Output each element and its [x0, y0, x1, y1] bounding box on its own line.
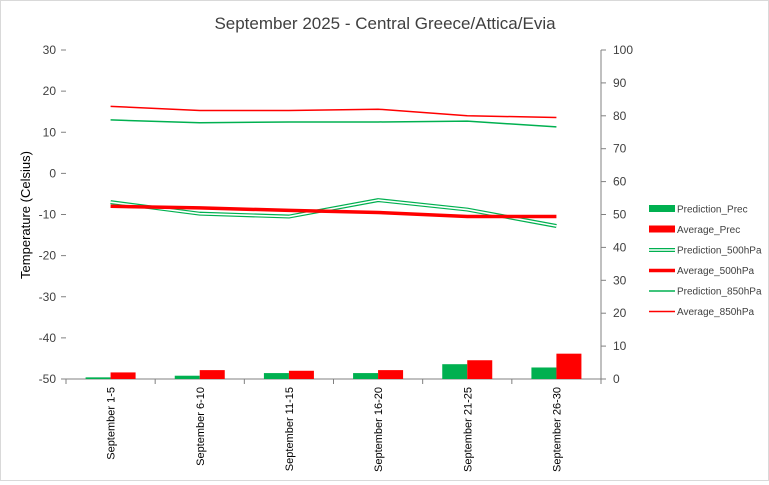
precipitation-bars [85, 353, 582, 379]
y2-tick-label: 70 [613, 142, 627, 156]
y2-tick-label: 90 [613, 76, 627, 90]
y2-tick-label: 100 [613, 43, 633, 57]
y-tick-label: 0 [49, 166, 56, 180]
bar-average-prec [288, 370, 314, 379]
y2-tick-label: 30 [613, 273, 627, 287]
legend-label: Prediction_850hPa [677, 287, 762, 298]
y-axis-title: Temperature (Celsius) [18, 151, 33, 279]
bar-average-prec [199, 370, 225, 379]
y-tick-label: -30 [39, 290, 57, 304]
y2-tick-label: 0 [613, 372, 620, 386]
chart-title: September 2025 - Central Greece/Attica/E… [214, 14, 556, 33]
line-prediction-500hpa-inner [110, 199, 557, 227]
x-category-label: September 21-25 [462, 387, 474, 472]
legend-key-prediction-prec [649, 205, 675, 212]
y-tick-label: 30 [43, 43, 57, 57]
legend-label: Prediction_500hPa [677, 246, 762, 257]
legend-label: Average_500hPa [677, 266, 755, 277]
legend-key-average-prec [649, 225, 675, 233]
axes: 3020100-10-20-30-40-50100908070605040302… [39, 43, 634, 386]
y-tick-label: -20 [39, 249, 57, 263]
bar-prediction-prec [442, 364, 468, 379]
x-category-label: September 11-15 [284, 387, 296, 471]
bar-average-prec [110, 372, 136, 379]
bar-prediction-prec [263, 373, 289, 379]
x-category-label: September 6-10 [195, 387, 207, 466]
bar-average-prec [556, 353, 582, 379]
bar-average-prec [378, 370, 404, 379]
legend-label: Prediction_Prec [677, 205, 748, 216]
y-tick-label: 10 [43, 125, 57, 139]
temperature-lines [110, 105, 557, 228]
x-axis-labels: September 1-5 September 6-10 September 11-… [106, 387, 564, 472]
legend: Prediction_Prec Average_Prec Prediction_50… [649, 205, 762, 318]
legend-label: Average_Prec [677, 225, 740, 236]
y2-tick-label: 40 [613, 240, 627, 254]
bar-prediction-prec [85, 377, 111, 379]
line-prediction-850hpa [110, 119, 557, 128]
y-tick-label: -40 [39, 331, 57, 345]
y2-tick-label: 60 [613, 175, 627, 189]
y2-tick-label: 80 [613, 109, 627, 123]
x-category-label: September 26-30 [551, 387, 563, 472]
y-tick-label: -10 [39, 208, 57, 222]
y-tick-label: 20 [43, 84, 57, 98]
line-average-850hpa [110, 105, 557, 119]
x-category-label: September 16-20 [373, 387, 385, 472]
x-category-label: September 1-5 [106, 387, 118, 460]
line-average-500hpa [110, 204, 557, 219]
y-tick-label: -50 [39, 372, 57, 386]
y2-tick-label: 10 [613, 339, 627, 353]
y2-tick-label: 20 [613, 306, 627, 320]
bar-prediction-prec [531, 367, 557, 379]
bar-prediction-prec [353, 373, 379, 379]
y2-tick-label: 50 [613, 208, 627, 222]
legend-label: Average_850hPa [677, 307, 755, 318]
bar-average-prec [467, 360, 493, 379]
bar-prediction-prec [174, 375, 200, 379]
